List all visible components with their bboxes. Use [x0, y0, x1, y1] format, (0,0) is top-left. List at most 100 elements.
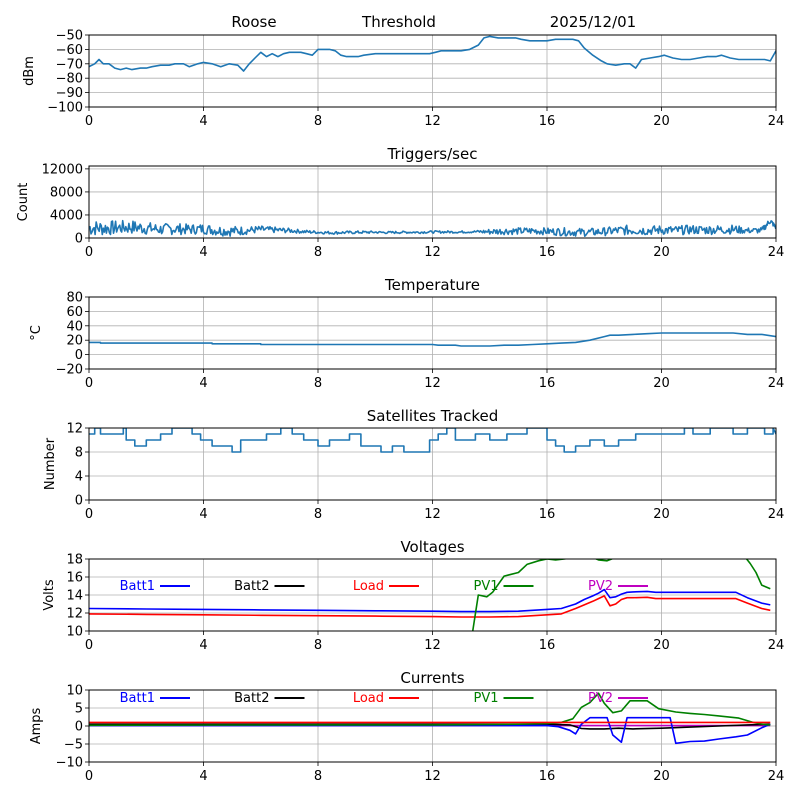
chart-title: Triggers/sec — [387, 145, 478, 163]
grid — [88, 427, 777, 501]
x-tick-label: 4 — [199, 245, 207, 260]
y-tick-label: 10 — [66, 684, 83, 699]
x-tick-label: 0 — [85, 376, 93, 391]
x-tick-label: 16 — [539, 245, 556, 260]
grid — [88, 558, 777, 632]
legend: Batt1 Batt2 Load PV1 PV2 — [120, 691, 648, 706]
panel-satellites: 0 4 8 12 16 20 24 12 8 4 0 Number Satellites Tracked — [43, 407, 784, 522]
x-tick-label: 4 — [199, 769, 207, 784]
series-group — [89, 428, 776, 453]
y-tick-label: 60 — [66, 305, 83, 320]
y-tick-label: 0 — [75, 348, 83, 363]
x-tick-label: 16 — [539, 507, 556, 522]
series-group — [89, 35, 776, 72]
chart-title: Temperature — [384, 276, 480, 294]
legend-label-pv1: PV1 — [473, 691, 498, 706]
y-tick-label: 10 — [66, 625, 83, 640]
x-tick-label: 20 — [653, 638, 670, 653]
legend-label-pv2: PV2 — [588, 691, 613, 706]
y-tick-label: −90 — [56, 86, 83, 101]
x-tick-label: 0 — [85, 769, 93, 784]
y-tick-label: −80 — [56, 72, 83, 87]
panel-triggers: 0 4 8 12 16 20 24 0 4000 8000 12000 Count Triggers/s… — [16, 145, 784, 260]
y-tick-label: 40 — [66, 319, 83, 334]
series-line-Batt1 — [89, 716, 771, 745]
x-tick-label: 20 — [653, 769, 670, 784]
y-axis-label: Volts — [42, 579, 57, 611]
series-group — [89, 219, 776, 237]
x-tick-label: 8 — [314, 638, 322, 653]
y-tick-label: −20 — [56, 363, 83, 378]
legend-label-batt2: Batt2 — [234, 579, 269, 594]
series-line-signal — [89, 35, 776, 72]
legend-label-pv2: PV2 — [588, 579, 613, 594]
y-tick-label: 20 — [66, 334, 83, 349]
x-tick-label: 4 — [199, 638, 207, 653]
y-tick-label: 0 — [75, 232, 83, 247]
y-tick-label: −5 — [64, 738, 83, 753]
header-date: 2025/12/01 — [550, 13, 636, 31]
x-tick-label: 20 — [653, 376, 670, 391]
y-tick-label: 4000 — [50, 208, 83, 223]
y-tick-label: 12 — [66, 607, 83, 622]
y-axis-label: Amps — [29, 707, 44, 744]
panel-signal: 0 4 8 12 16 20 24 −50−60−70−80−90−100 dBm — [22, 29, 784, 130]
x-tick-label: 24 — [768, 376, 785, 391]
legend-label-load: Load — [353, 691, 384, 706]
series-line-Batt1 — [89, 588, 771, 613]
legend: Batt1 Batt2 Load PV1 PV2 — [120, 579, 648, 594]
x-tick-label: 24 — [768, 638, 785, 653]
x-tick-label: 24 — [768, 769, 785, 784]
legend-label-batt1: Batt1 — [120, 579, 155, 594]
y-tick-label: 80 — [66, 291, 83, 306]
y-tick-label: 0 — [75, 720, 83, 735]
y-tick-label: −60 — [56, 43, 83, 58]
x-tick-label: 8 — [314, 376, 322, 391]
x-tick-label: 12 — [424, 245, 441, 260]
chart-title: Voltages — [400, 538, 464, 556]
x-tick-label: 0 — [85, 507, 93, 522]
x-tick-label: 12 — [424, 114, 441, 129]
y-tick-label: −50 — [56, 29, 83, 44]
x-tick-label: 12 — [424, 638, 441, 653]
series-line-PV1 — [471, 559, 771, 631]
y-tick-label: 4 — [75, 470, 83, 485]
y-tick-label: 8000 — [50, 185, 83, 200]
series-line-Load — [89, 595, 771, 618]
y-tick-label: 12 — [66, 422, 83, 437]
chart-title: Satellites Tracked — [367, 407, 498, 425]
series-line-satellites — [89, 428, 776, 453]
series-group — [89, 332, 776, 347]
x-tick-label: 0 — [85, 114, 93, 129]
x-tick-label: 24 — [768, 114, 785, 129]
series-group — [89, 559, 771, 631]
header-mode: Threshold — [361, 13, 436, 31]
y-tick-label: −10 — [56, 756, 83, 771]
y-axis-label: Number — [43, 437, 58, 490]
x-tick-label: 20 — [653, 114, 670, 129]
x-tick-label: 4 — [199, 376, 207, 391]
chart-title: Currents — [400, 669, 464, 687]
y-tick-label: −100 — [47, 101, 83, 116]
x-tick-label: 8 — [314, 114, 322, 129]
x-tick-label: 12 — [424, 507, 441, 522]
x-tick-label: 0 — [85, 638, 93, 653]
x-tick-label: 0 — [85, 245, 93, 260]
x-tick-label: 12 — [424, 376, 441, 391]
y-axis-label: Count — [16, 183, 31, 222]
x-tick-label: 16 — [539, 376, 556, 391]
y-tick-label: 0 — [75, 494, 83, 509]
series-line-PV1 — [89, 692, 771, 727]
y-axis-label: °C — [29, 325, 44, 341]
x-tick-label: 12 — [424, 769, 441, 784]
legend-label-load: Load — [353, 579, 384, 594]
figure-header: Roose Threshold 2025/12/01 — [231, 13, 636, 31]
x-tick-label: 16 — [539, 769, 556, 784]
legend-label-pv1: PV1 — [473, 579, 498, 594]
grid — [88, 34, 777, 108]
y-tick-label: −70 — [56, 57, 83, 72]
x-tick-label: 8 — [314, 507, 322, 522]
